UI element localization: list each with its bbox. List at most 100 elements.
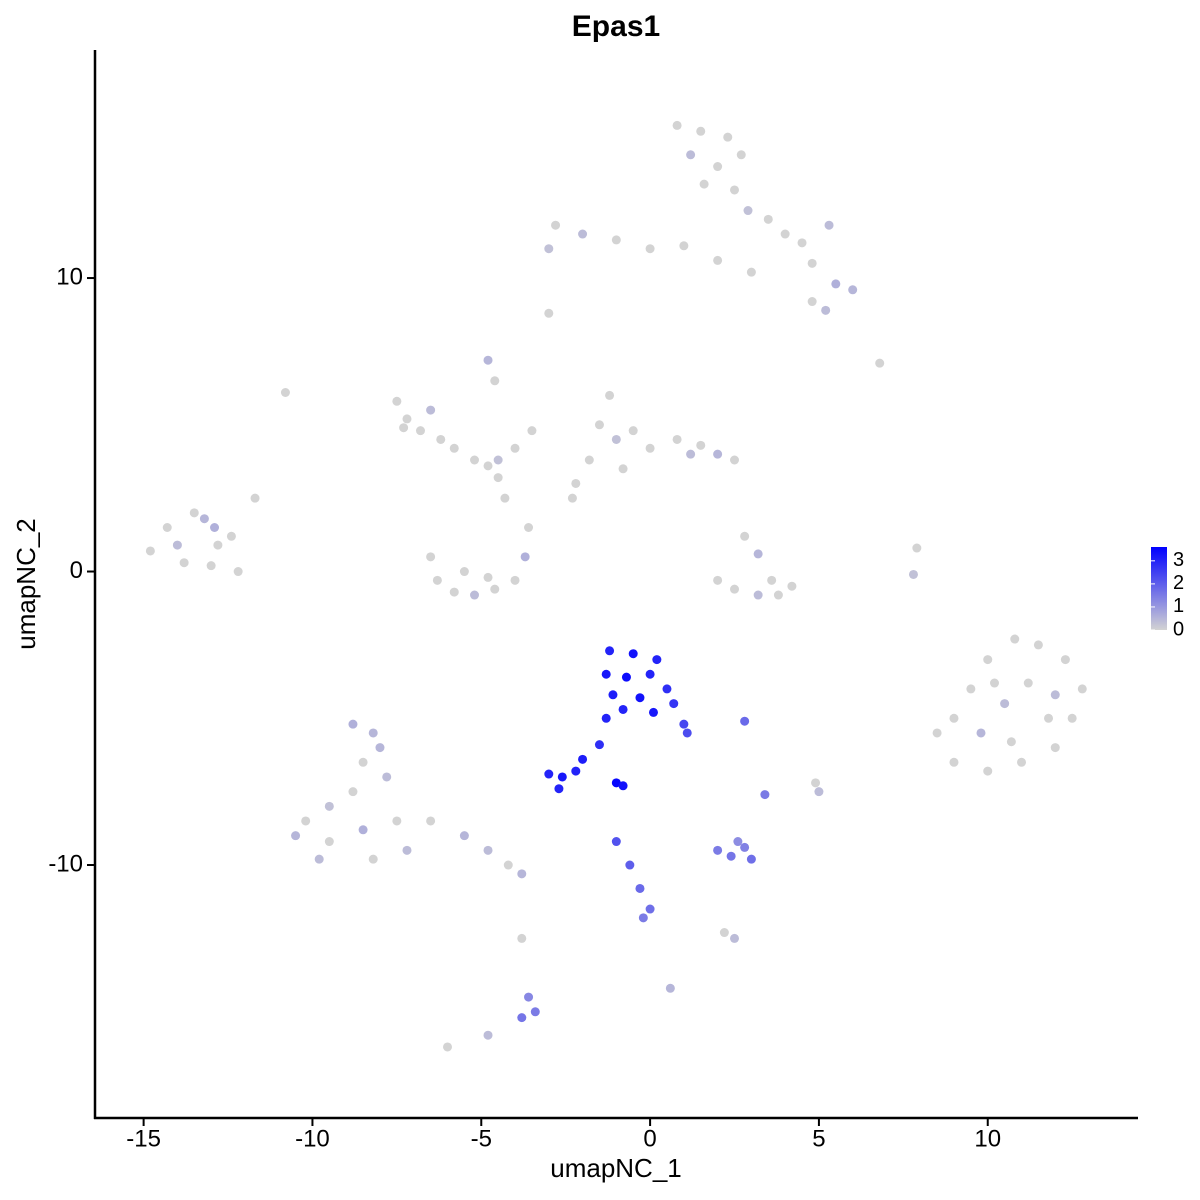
point bbox=[162, 523, 172, 533]
point bbox=[324, 837, 334, 847]
point bbox=[483, 355, 493, 365]
point bbox=[983, 766, 993, 776]
point bbox=[449, 443, 459, 453]
point bbox=[635, 693, 645, 703]
point bbox=[578, 229, 588, 239]
point bbox=[912, 543, 922, 553]
point bbox=[983, 655, 993, 665]
point bbox=[1017, 757, 1027, 767]
point bbox=[1077, 684, 1087, 694]
point bbox=[662, 684, 672, 694]
point bbox=[1050, 743, 1060, 753]
x-tick-label: -15 bbox=[126, 1125, 161, 1152]
point bbox=[699, 179, 709, 189]
points bbox=[145, 120, 1087, 1052]
point bbox=[530, 1007, 540, 1017]
point bbox=[213, 540, 223, 550]
point bbox=[821, 305, 831, 315]
point bbox=[730, 584, 740, 594]
point bbox=[726, 851, 736, 861]
point bbox=[780, 229, 790, 239]
y-tick-label: 10 bbox=[56, 263, 83, 290]
point bbox=[490, 376, 500, 386]
point bbox=[875, 358, 885, 368]
point bbox=[743, 206, 753, 216]
point bbox=[510, 443, 520, 453]
point bbox=[713, 449, 723, 459]
point bbox=[436, 434, 446, 444]
point bbox=[233, 567, 243, 577]
colorbar-tick-label: 0 bbox=[1173, 618, 1184, 640]
point bbox=[611, 837, 621, 847]
point bbox=[713, 255, 723, 265]
point bbox=[226, 531, 236, 541]
x-tick-label: 5 bbox=[812, 1125, 825, 1152]
colorbar-tick-label: 1 bbox=[1173, 595, 1184, 617]
point bbox=[621, 672, 631, 682]
point bbox=[594, 420, 604, 430]
point bbox=[618, 464, 628, 474]
point bbox=[686, 449, 696, 459]
point bbox=[753, 549, 763, 559]
point bbox=[301, 816, 311, 826]
point bbox=[672, 120, 682, 130]
colorbar-tick-label: 2 bbox=[1173, 572, 1184, 594]
point bbox=[628, 649, 638, 659]
point bbox=[503, 860, 513, 870]
point bbox=[848, 285, 858, 295]
point bbox=[578, 754, 588, 764]
point bbox=[824, 220, 834, 230]
point bbox=[730, 933, 740, 943]
point bbox=[500, 493, 510, 503]
y-axis-label: umapNC_2 bbox=[11, 518, 41, 650]
point bbox=[399, 423, 409, 433]
point bbox=[1044, 713, 1054, 723]
point bbox=[470, 455, 480, 465]
point bbox=[645, 443, 655, 453]
point bbox=[459, 831, 469, 841]
point bbox=[763, 214, 773, 224]
point bbox=[324, 801, 334, 811]
point bbox=[527, 426, 537, 436]
point bbox=[483, 845, 493, 855]
point bbox=[618, 704, 628, 714]
point bbox=[740, 716, 750, 726]
point bbox=[740, 842, 750, 852]
point bbox=[571, 478, 581, 488]
point bbox=[432, 575, 442, 585]
point bbox=[524, 992, 534, 1002]
point bbox=[415, 426, 425, 436]
colorbar-tick-label: 3 bbox=[1173, 549, 1184, 571]
point bbox=[696, 126, 706, 136]
point bbox=[713, 845, 723, 855]
point bbox=[348, 719, 358, 729]
point bbox=[966, 684, 976, 694]
point bbox=[179, 558, 189, 568]
point bbox=[635, 883, 645, 893]
point bbox=[375, 743, 385, 753]
point bbox=[291, 831, 301, 841]
point bbox=[567, 493, 577, 503]
point bbox=[908, 569, 918, 579]
point bbox=[551, 220, 561, 230]
point bbox=[611, 778, 621, 788]
y-tick-label: -10 bbox=[48, 850, 83, 877]
point bbox=[679, 719, 689, 729]
point bbox=[730, 185, 740, 195]
point bbox=[426, 405, 436, 415]
point bbox=[608, 690, 618, 700]
x-axis-label: umapNC_1 bbox=[550, 1153, 682, 1183]
point bbox=[814, 787, 824, 797]
point bbox=[493, 473, 503, 483]
x-tick-label: 0 bbox=[643, 1125, 656, 1152]
point bbox=[206, 561, 216, 571]
x-tick-label: -5 bbox=[471, 1125, 492, 1152]
point bbox=[368, 728, 378, 738]
point bbox=[594, 740, 604, 750]
point bbox=[740, 531, 750, 541]
point bbox=[280, 387, 290, 397]
point bbox=[426, 816, 436, 826]
point bbox=[517, 933, 527, 943]
point bbox=[459, 567, 469, 577]
